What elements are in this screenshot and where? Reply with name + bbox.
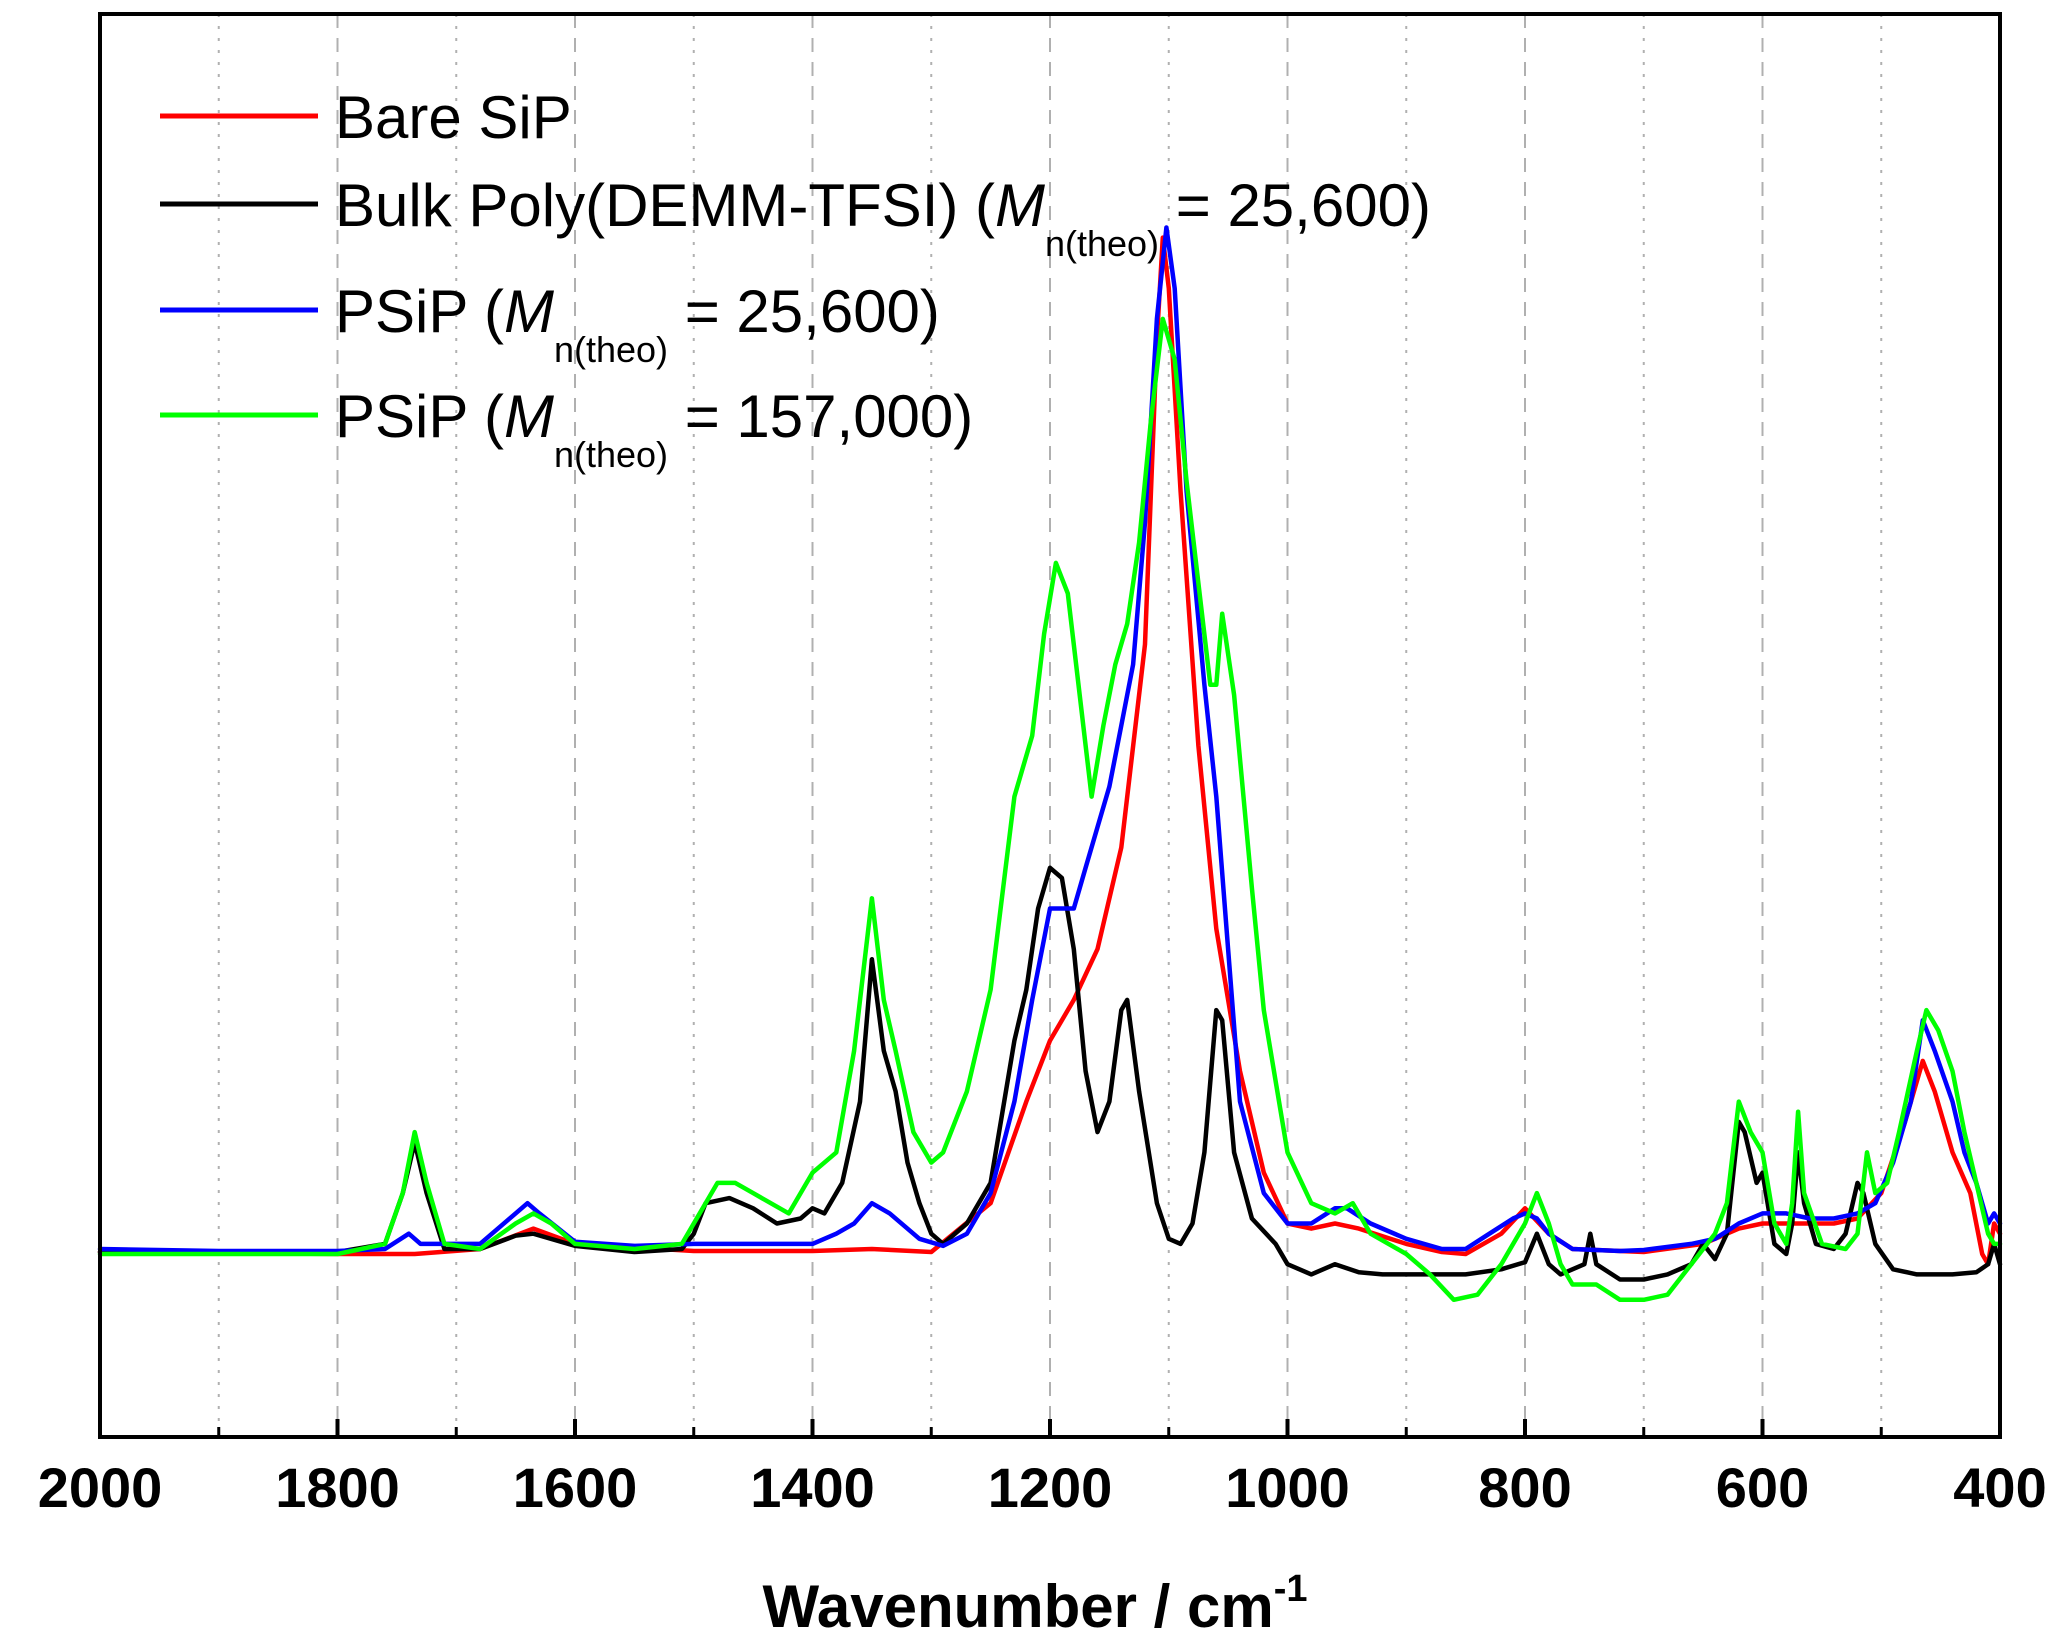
x-tick-label-2: 1600 (513, 1456, 638, 1519)
legend-label-subscript: n(theo) (554, 434, 668, 475)
legend-label-italic-m: M (504, 278, 554, 345)
legend-label-text: PSiP ( (335, 383, 504, 450)
series-lines (97, 225, 2003, 1303)
legend-label-text: Bulk Poly(DEMM-TFSI) ( (335, 172, 995, 239)
x-tick-label-8: 400 (1953, 1456, 2046, 1519)
legend-label-subscript: n(theo) (1045, 223, 1159, 264)
legend-label-suffix: = 25,600) (1159, 172, 1431, 239)
legend-label-0: Bare SiP (335, 84, 572, 151)
x-axis-title-superscript: -1 (1274, 1568, 1308, 1610)
x-tick-label-3: 1400 (750, 1456, 875, 1519)
legend-label-suffix: = 157,000) (668, 383, 973, 450)
legend-label-italic-m: M (995, 172, 1045, 239)
x-tick-label-1: 1800 (275, 1456, 400, 1519)
series-line-2 (97, 225, 2003, 1254)
grid-lines (217, 14, 1883, 1437)
legend-label-3: PSiP (Mn(theo) = 157,000) (335, 383, 973, 475)
legend-label-1: Bulk Poly(DEMM-TFSI) (Mn(theo) = 25,600) (335, 172, 1431, 264)
x-tick-label-4: 1200 (988, 1456, 1113, 1519)
x-tick-label-0: 2000 (38, 1456, 163, 1519)
legend-label-2: PSiP (Mn(theo) = 25,600) (335, 278, 940, 370)
legend-label-text: PSiP ( (335, 278, 504, 345)
series-line-1 (97, 865, 2003, 1282)
x-tick-label-6: 800 (1478, 1456, 1571, 1519)
x-tick-label-5: 1000 (1225, 1456, 1350, 1519)
x-axis-title-text: Wavenumber / cm (762, 1573, 1273, 1640)
legend-label-italic-m: M (504, 383, 554, 450)
x-tick-label-7: 600 (1716, 1456, 1809, 1519)
x-axis-ticks: 2000 1800 1600 1400 1200 1000 800 600 400 (38, 1419, 2047, 1519)
series-line-3 (97, 316, 2003, 1303)
legend-label-text: Bare SiP (335, 84, 572, 151)
legend-label-suffix: = 25,600) (668, 278, 940, 345)
x-axis-title: Wavenumber / cm-1 (762, 1568, 1307, 1640)
legend-label-subscript: n(theo) (554, 329, 668, 370)
